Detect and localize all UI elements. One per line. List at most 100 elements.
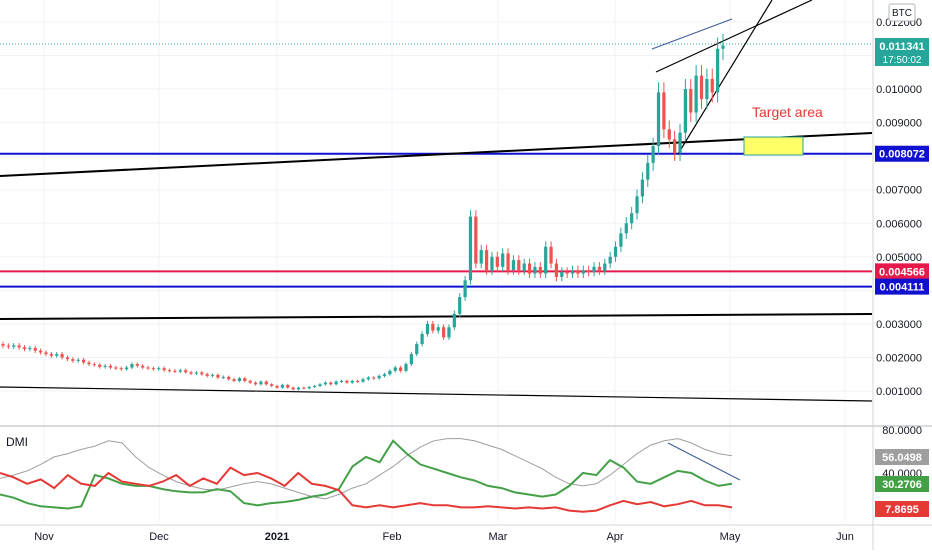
candle-body[interactable]: [205, 374, 209, 376]
candle-body[interactable]: [479, 250, 483, 264]
candle-body[interactable]: [12, 345, 16, 347]
candle-body[interactable]: [404, 364, 408, 371]
candle-body[interactable]: [447, 327, 451, 338]
candle-body[interactable]: [146, 367, 150, 369]
candle-body[interactable]: [538, 266, 542, 274]
candle-body[interactable]: [275, 385, 279, 388]
candle-body[interactable]: [329, 382, 333, 385]
candle-body[interactable]: [490, 256, 494, 271]
candle-body[interactable]: [501, 253, 505, 267]
candle-body[interactable]: [560, 271, 564, 277]
candle-body[interactable]: [103, 365, 107, 367]
candle-body[interactable]: [22, 347, 27, 350]
candle-body[interactable]: [55, 354, 59, 356]
candle-body[interactable]: [253, 382, 258, 385]
candle-body[interactable]: [662, 92, 666, 130]
candle-body[interactable]: [699, 75, 704, 100]
candle-body[interactable]: [366, 377, 370, 380]
candle-body[interactable]: [388, 370, 392, 375]
candle-body[interactable]: [667, 129, 671, 140]
candle-body[interactable]: [216, 374, 220, 378]
candle-body[interactable]: [597, 266, 602, 271]
candle-body[interactable]: [393, 367, 397, 371]
candle-body[interactable]: [200, 372, 204, 375]
wedge-upper-line[interactable]: [655, 0, 813, 73]
candle-body[interactable]: [60, 354, 64, 358]
candle-body[interactable]: [452, 313, 456, 328]
candle-body[interactable]: [291, 387, 295, 390]
candle-body[interactable]: [431, 323, 435, 331]
candle-body[interactable]: [1, 344, 5, 346]
candle-body[interactable]: [624, 223, 628, 234]
candle-body[interactable]: [517, 260, 521, 271]
candle-body[interactable]: [318, 384, 322, 386]
candle-body[interactable]: [495, 256, 499, 267]
candle-body[interactable]: [151, 368, 156, 370]
currency-badge[interactable]: [888, 3, 916, 22]
upper-support-trendline[interactable]: [0, 132, 873, 177]
candle-body[interactable]: [678, 132, 682, 153]
candle-body[interactable]: [409, 354, 413, 365]
candle-body[interactable]: [554, 263, 559, 277]
candle-body[interactable]: [705, 78, 709, 100]
candle-body[interactable]: [710, 78, 714, 93]
candle-body[interactable]: [463, 280, 467, 298]
candle-body[interactable]: [141, 365, 145, 368]
candle-body[interactable]: [243, 378, 247, 381]
candle-body[interactable]: [98, 364, 102, 367]
candle-body[interactable]: [689, 89, 693, 113]
candle-body[interactable]: [511, 260, 516, 271]
candle-body[interactable]: [237, 378, 242, 381]
candle-body[interactable]: [716, 48, 720, 93]
candle-body[interactable]: [173, 370, 177, 372]
candle-body[interactable]: [65, 357, 70, 360]
dmi-trendline[interactable]: [667, 442, 741, 481]
candle-body[interactable]: [587, 270, 591, 272]
candle-body[interactable]: [356, 380, 360, 382]
candle-body[interactable]: [436, 327, 440, 331]
candle-body[interactable]: [420, 333, 424, 345]
candle-body[interactable]: [673, 139, 677, 153]
candle-body[interactable]: [334, 381, 338, 385]
candle-body[interactable]: [468, 216, 473, 281]
candle-body[interactable]: [474, 216, 478, 264]
candle-body[interactable]: [157, 368, 161, 370]
candle-body[interactable]: [194, 372, 199, 374]
candle-body[interactable]: [377, 375, 381, 379]
candle-body[interactable]: [441, 327, 446, 338]
target-area-box[interactable]: [743, 136, 804, 156]
candle-body[interactable]: [694, 75, 698, 113]
candle-body[interactable]: [49, 354, 53, 356]
candle-body[interactable]: [280, 384, 285, 388]
candle-body[interactable]: [603, 263, 607, 271]
candle-body[interactable]: [248, 380, 252, 383]
candle-body[interactable]: [210, 374, 215, 376]
candle-body[interactable]: [87, 362, 91, 365]
candle-body[interactable]: [302, 387, 306, 389]
trendlines[interactable]: Target area: [0, 0, 873, 402]
lower-trendline[interactable]: [0, 386, 873, 402]
candle-body[interactable]: [522, 263, 526, 271]
candle-body[interactable]: [619, 233, 623, 247]
candle-body[interactable]: [114, 367, 118, 369]
candle-body[interactable]: [119, 368, 123, 370]
candle-body[interactable]: [227, 376, 231, 380]
candle-body[interactable]: [506, 253, 510, 271]
candle-body[interactable]: [544, 246, 548, 274]
candle-body[interactable]: [167, 370, 172, 372]
candle-body[interactable]: [162, 368, 166, 371]
candle-body[interactable]: [425, 323, 430, 334]
candle-body[interactable]: [656, 92, 661, 147]
candle-body[interactable]: [313, 385, 317, 387]
candles[interactable]: [1, 34, 725, 391]
candle-body[interactable]: [581, 270, 585, 274]
candle-body[interactable]: [651, 146, 655, 163]
middle-support-trendline[interactable]: [0, 313, 873, 320]
candle-body[interactable]: [361, 379, 365, 382]
candle-body[interactable]: [576, 270, 580, 274]
candle-body[interactable]: [484, 250, 489, 271]
candle-body[interactable]: [613, 246, 618, 257]
candle-body[interactable]: [92, 364, 96, 366]
candle-body[interactable]: [184, 370, 188, 373]
